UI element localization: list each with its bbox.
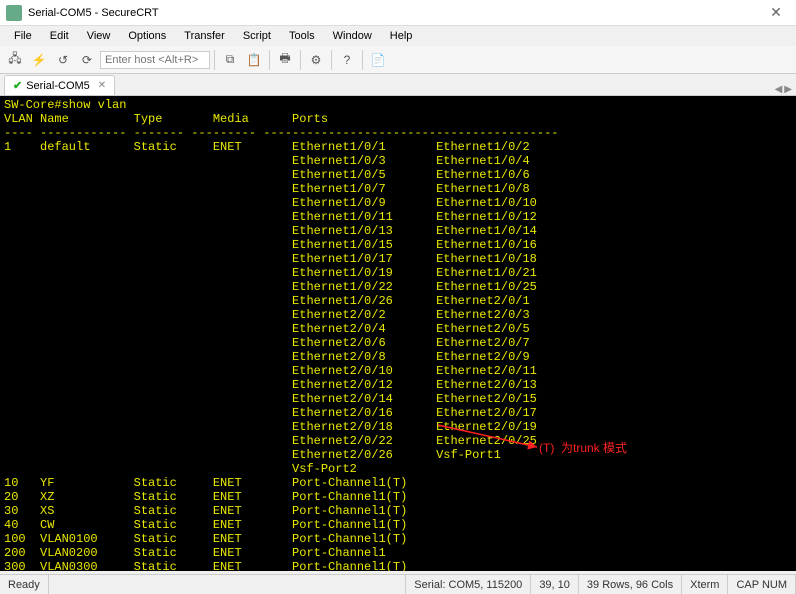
app-icon [6,5,22,21]
close-button[interactable]: ✕ [762,4,790,21]
status-fill [49,575,406,594]
tabbar: ✔ Serial-COM5 ✕ ◀ ▶ [0,74,796,96]
connect-icon[interactable]: 🖧 [4,49,26,71]
paste-icon[interactable]: 📋 [243,49,265,71]
toolbar: 🖧 ⚡ ↺ ⟳ ⧉ 📋 🖶 ⚙ ? 📄 [0,46,796,74]
status-caps: CAP NUM [728,575,796,594]
disconnect-icon[interactable]: ⟳ [76,49,98,71]
status-serial: Serial: COM5, 115200 [406,575,531,594]
toolbar-sep [214,50,215,70]
terminal[interactable]: SW-Core#show vlan VLAN Name Type Media P… [0,96,796,571]
menu-file[interactable]: File [6,28,40,44]
help-icon[interactable]: ? [336,49,358,71]
menu-script[interactable]: Script [235,28,279,44]
menu-edit[interactable]: Edit [42,28,77,44]
menu-options[interactable]: Options [120,28,174,44]
menu-view[interactable]: View [79,28,119,44]
copy-icon[interactable]: ⧉ [219,49,241,71]
tab-prev-icon[interactable]: ◀ [775,84,783,95]
annotation-text: (T) 为trunk 模式 [539,441,627,455]
quick-connect-icon[interactable]: ⚡ [28,49,50,71]
menu-transfer[interactable]: Transfer [176,28,233,44]
tab-nav: ◀ ▶ [775,84,792,95]
print-icon[interactable]: 🖶 [274,49,296,71]
terminal-output: SW-Core#show vlan VLAN Name Type Media P… [4,98,792,571]
window-title: Serial-COM5 - SecureCRT [28,7,159,19]
settings-icon[interactable]: ⚙ [305,49,327,71]
titlebar: Serial-COM5 - SecureCRT ✕ [0,0,796,26]
toolbar-sep [331,50,332,70]
menu-help[interactable]: Help [382,28,421,44]
tab-label: Serial-COM5 [26,80,90,92]
status-ready: Ready [0,575,49,594]
status-pos: 39, 10 [531,575,579,594]
tab-close-icon[interactable]: ✕ [98,80,106,91]
statusbar: Ready Serial: COM5, 115200 39, 10 39 Row… [0,574,796,594]
reconnect-icon[interactable]: ↺ [52,49,74,71]
toolbar-sep [300,50,301,70]
tab-next-icon[interactable]: ▶ [784,84,792,95]
status-size: 39 Rows, 96 Cols [579,575,682,594]
host-input[interactable] [100,51,210,69]
menubar: File Edit View Options Transfer Script T… [0,26,796,46]
status-term: Xterm [682,575,728,594]
toolbar-sep [269,50,270,70]
menu-window[interactable]: Window [325,28,380,44]
session-tab[interactable]: ✔ Serial-COM5 ✕ [4,75,115,95]
check-icon: ✔ [13,79,22,92]
toolbar-sep [362,50,363,70]
menu-tools[interactable]: Tools [281,28,323,44]
script-icon[interactable]: 📄 [367,49,389,71]
